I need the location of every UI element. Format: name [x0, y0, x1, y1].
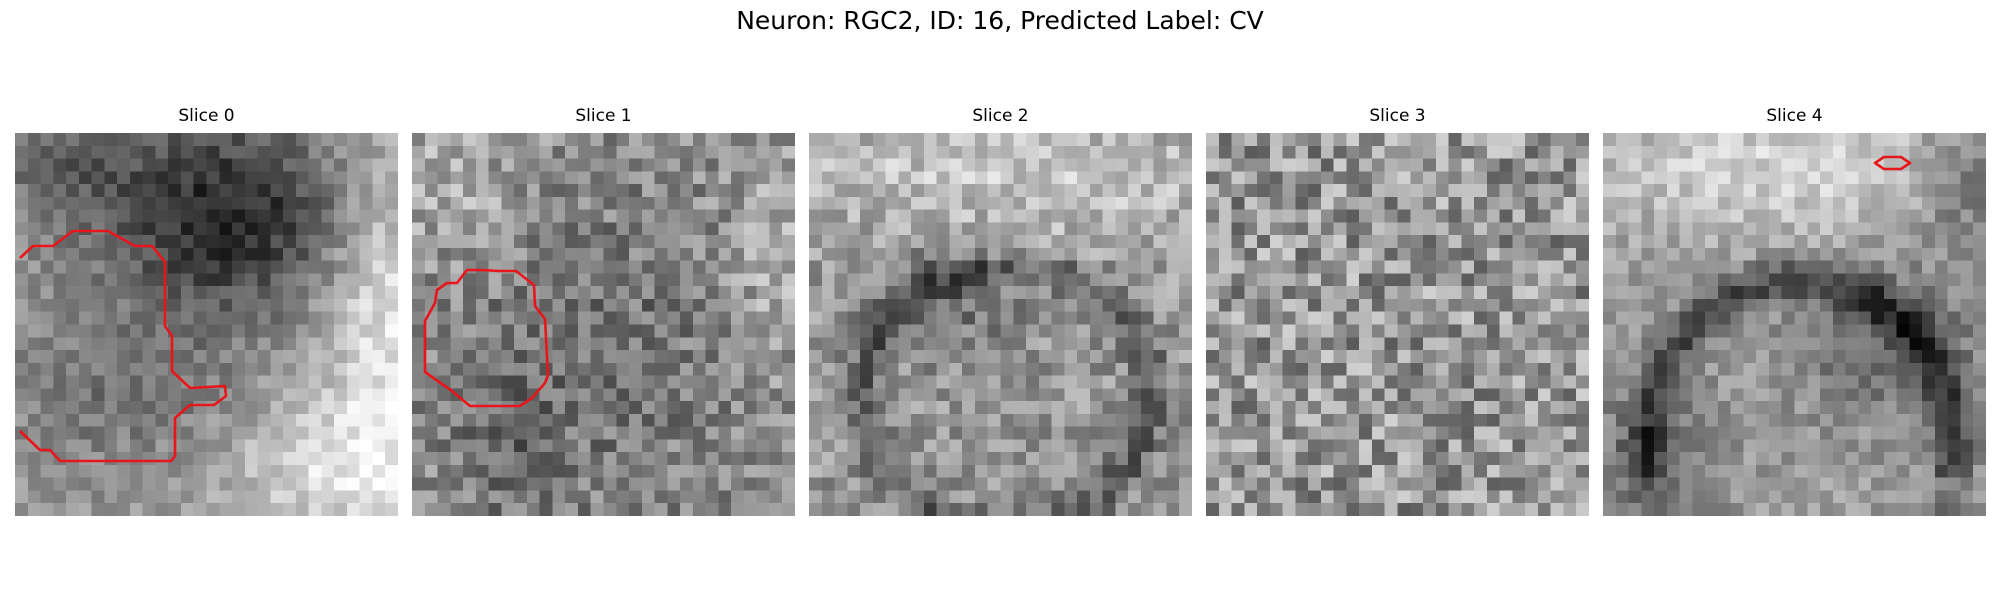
roi-contour [1873, 155, 1912, 171]
contour-overlay [1873, 155, 1912, 171]
slice-title: Slice 2 [972, 106, 1029, 126]
slice-title: Slice 4 [1766, 106, 1823, 126]
slice-title: Slice 3 [1369, 106, 1426, 126]
slice-panel-4: Slice 4 [1603, 106, 1986, 516]
slice-image [1206, 133, 1589, 516]
slice-image [809, 133, 1192, 516]
slice-panel-1: Slice 1 [412, 106, 795, 516]
slice-panel-0: Slice 0 [15, 106, 398, 516]
slice-image [412, 133, 795, 516]
slice-title: Slice 1 [575, 106, 632, 126]
roi-contour [19, 229, 228, 463]
roi-contour [423, 268, 550, 408]
slice-panel-3: Slice 3 [1206, 106, 1589, 516]
slice-image [1603, 133, 1986, 516]
contour-overlay [19, 229, 228, 463]
slice-image [15, 133, 398, 516]
slice-panel-2: Slice 2 [809, 106, 1192, 516]
figure-title: Neuron: RGC2, ID: 16, Predicted Label: C… [736, 6, 1264, 35]
slice-title: Slice 0 [178, 106, 235, 126]
contour-overlay [423, 268, 550, 408]
